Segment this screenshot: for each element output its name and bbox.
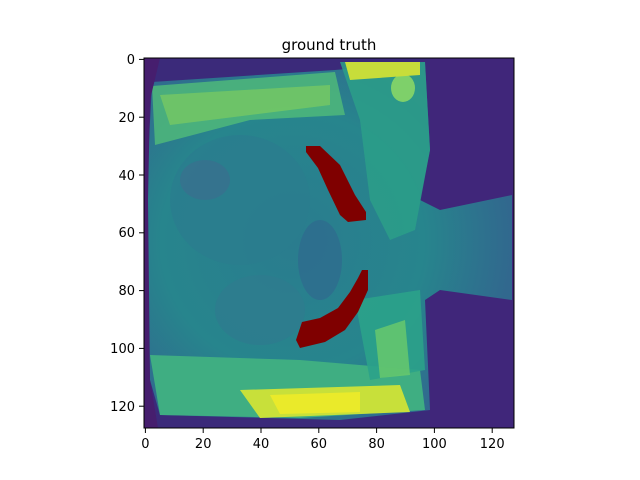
y-tick-label: 60 — [118, 226, 135, 241]
x-tick-label: 100 — [422, 437, 447, 452]
y-tick-label: 20 — [118, 111, 135, 126]
segmentation-mask-upper — [306, 146, 366, 222]
x-tick-label: 60 — [311, 437, 328, 452]
y-tick-label: 120 — [110, 400, 135, 415]
axes-frame — [143, 57, 515, 429]
y-tick-label: 80 — [118, 284, 135, 299]
segmentation-mask-lower — [296, 270, 368, 348]
x-tick-label: 0 — [141, 437, 149, 452]
y-tick-label: 0 — [127, 53, 135, 68]
x-tick-label: 40 — [253, 437, 270, 452]
x-tick-label: 20 — [195, 437, 212, 452]
x-tick-label: 120 — [480, 437, 505, 452]
mri-image — [144, 58, 514, 428]
y-axis: 0 20 40 60 80 100 120 — [110, 53, 144, 415]
x-axis: 0 20 40 60 80 100 120 — [141, 428, 505, 452]
x-tick-label: 80 — [368, 437, 385, 452]
y-tick-label: 100 — [110, 342, 135, 357]
y-tick-label: 40 — [118, 169, 135, 184]
figure-title: ground truth — [282, 36, 377, 54]
